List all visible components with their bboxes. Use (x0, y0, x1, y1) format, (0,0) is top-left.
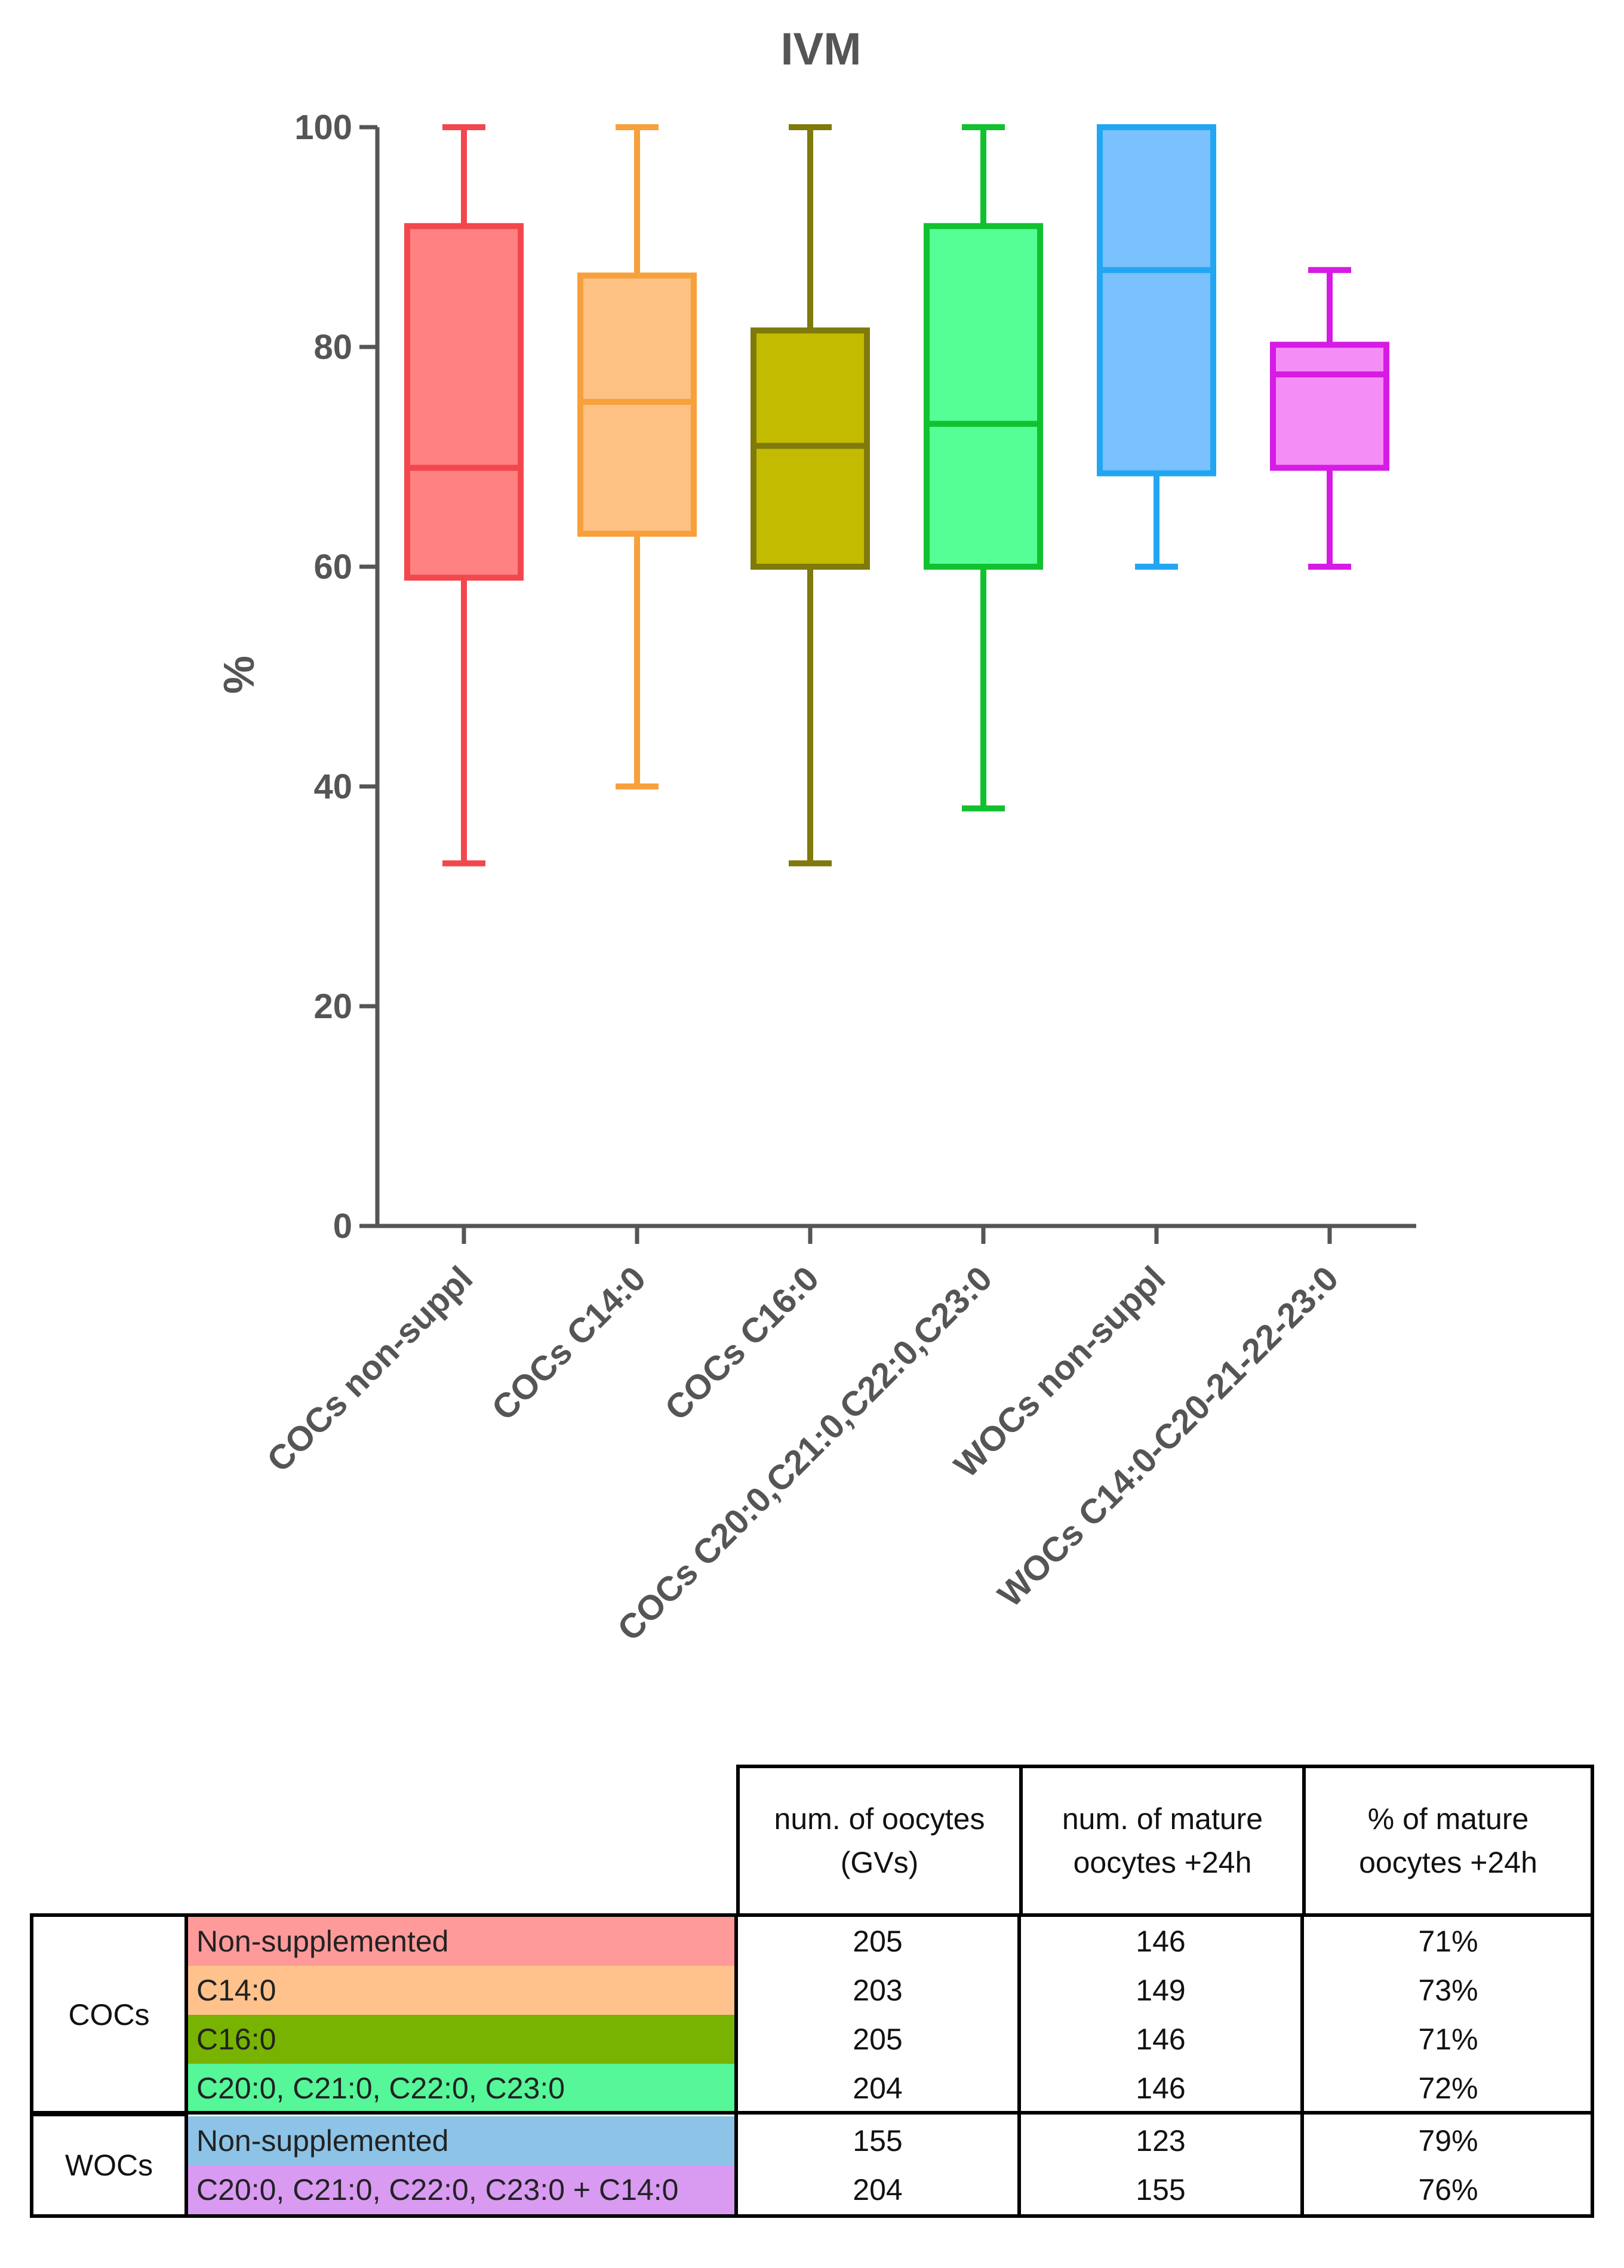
condition-cocs-c20-c23: C20:0, C21:0, C22:0, C23:0 (188, 2064, 736, 2113)
x-tick-label: COCs C20:0,C21:0,C22:0,C23:0 (610, 1259, 999, 1648)
condition-cocs-c16: C16:0 (188, 2015, 736, 2064)
cell-cocs-c14-oocytes: 203 (853, 1974, 903, 2007)
group-label-wocs: WOCs (30, 2113, 188, 2218)
cell-cocs-c14-mature: 149 (1136, 1974, 1186, 2007)
box-iqr (1097, 124, 1216, 477)
box-iqr (1270, 342, 1389, 471)
condition-cocs-non-supplemented: Non-supplemented (188, 1917, 736, 1966)
cell-cocs-non-suppl-mature: 146 (1136, 1925, 1186, 1958)
box-iqr (924, 223, 1043, 570)
cell-cocs-c16-pct: 71% (1418, 2023, 1478, 2056)
header-num-oocytes-line1: num. of oocytes (774, 1802, 985, 1836)
condition-cocs-c14: C14:0 (188, 1966, 736, 2015)
header-pct-mature: % of mature oocytes +24h (1302, 1765, 1594, 1917)
cell-wocs-c20-c23-c14-pct: 76% (1418, 2173, 1478, 2206)
header-num-mature: num. of mature oocytes +24h (1019, 1765, 1306, 1917)
chart-title: IVM (780, 24, 861, 75)
y-tick-label: 40 (313, 767, 352, 806)
box-2 (577, 124, 697, 789)
header-pct-mature-line2: oocytes +24h (1359, 1845, 1537, 1879)
y-tick-label: 0 (333, 1207, 352, 1246)
header-num-oocytes: num. of oocytes (GVs) (736, 1765, 1023, 1917)
cell-wocs-c20-c23-c14-oocytes: 204 (853, 2173, 903, 2206)
y-tick-label: 80 (313, 328, 352, 367)
y-tick-label: 60 (313, 548, 352, 586)
header-num-oocytes-line2: (GVs) (840, 1845, 919, 1879)
box-3 (751, 124, 870, 866)
y-tick-label: 100 (294, 108, 352, 147)
cell-cocs-c14-pct: 73% (1418, 1974, 1478, 2007)
cell-cocs-c20-c23-oocytes: 204 (853, 2072, 903, 2105)
box-5 (1097, 124, 1216, 570)
cell-cocs-c16-oocytes: 205 (853, 2023, 903, 2056)
condition-wocs-c20-c23-c14: C20:0, C21:0, C22:0, C23:0 + C14:0 (188, 2165, 736, 2214)
cell-wocs-non-suppl-mature: 123 (1136, 2124, 1186, 2158)
box-iqr (404, 223, 524, 581)
cell-cocs-c20-c23-mature: 146 (1136, 2072, 1186, 2105)
x-tick-label: COCs C16:0 (657, 1259, 826, 1428)
box-4 (924, 124, 1043, 812)
cell-wocs-non-suppl-pct: 79% (1418, 2124, 1478, 2158)
y-axis-label: % (216, 656, 263, 694)
header-num-mature-line2: oocytes +24h (1073, 1845, 1252, 1879)
cell-cocs-c20-c23-pct: 72% (1418, 2072, 1478, 2105)
box-6 (1270, 267, 1389, 570)
x-tick-label: COCs C14:0 (484, 1259, 653, 1428)
box-series (404, 124, 1389, 866)
x-tick-label: WOCs C14:0-C20-21-22-23:0 (991, 1259, 1346, 1614)
condition-wocs-non-supplemented: Non-supplemented (188, 2116, 736, 2165)
cell-cocs-non-suppl-oocytes: 205 (853, 1925, 903, 1958)
header-pct-mature-line1: % of mature (1367, 1802, 1529, 1836)
cell-cocs-c16-mature: 146 (1136, 2023, 1186, 2056)
cell-cocs-non-suppl-pct: 71% (1418, 1925, 1478, 1958)
cell-wocs-c20-c23-c14-mature: 155 (1136, 2173, 1186, 2206)
header-num-mature-line1: num. of mature (1062, 1802, 1263, 1836)
x-tick-label: COCs non-suppl (260, 1259, 480, 1479)
y-tick-label: 20 (313, 987, 352, 1026)
group-label-cocs: COCs (30, 1913, 188, 2116)
y-axis: 0 20 40 60 80 100 (294, 108, 380, 1246)
box-1 (404, 124, 524, 866)
cell-wocs-non-suppl-oocytes: 155 (853, 2124, 903, 2158)
